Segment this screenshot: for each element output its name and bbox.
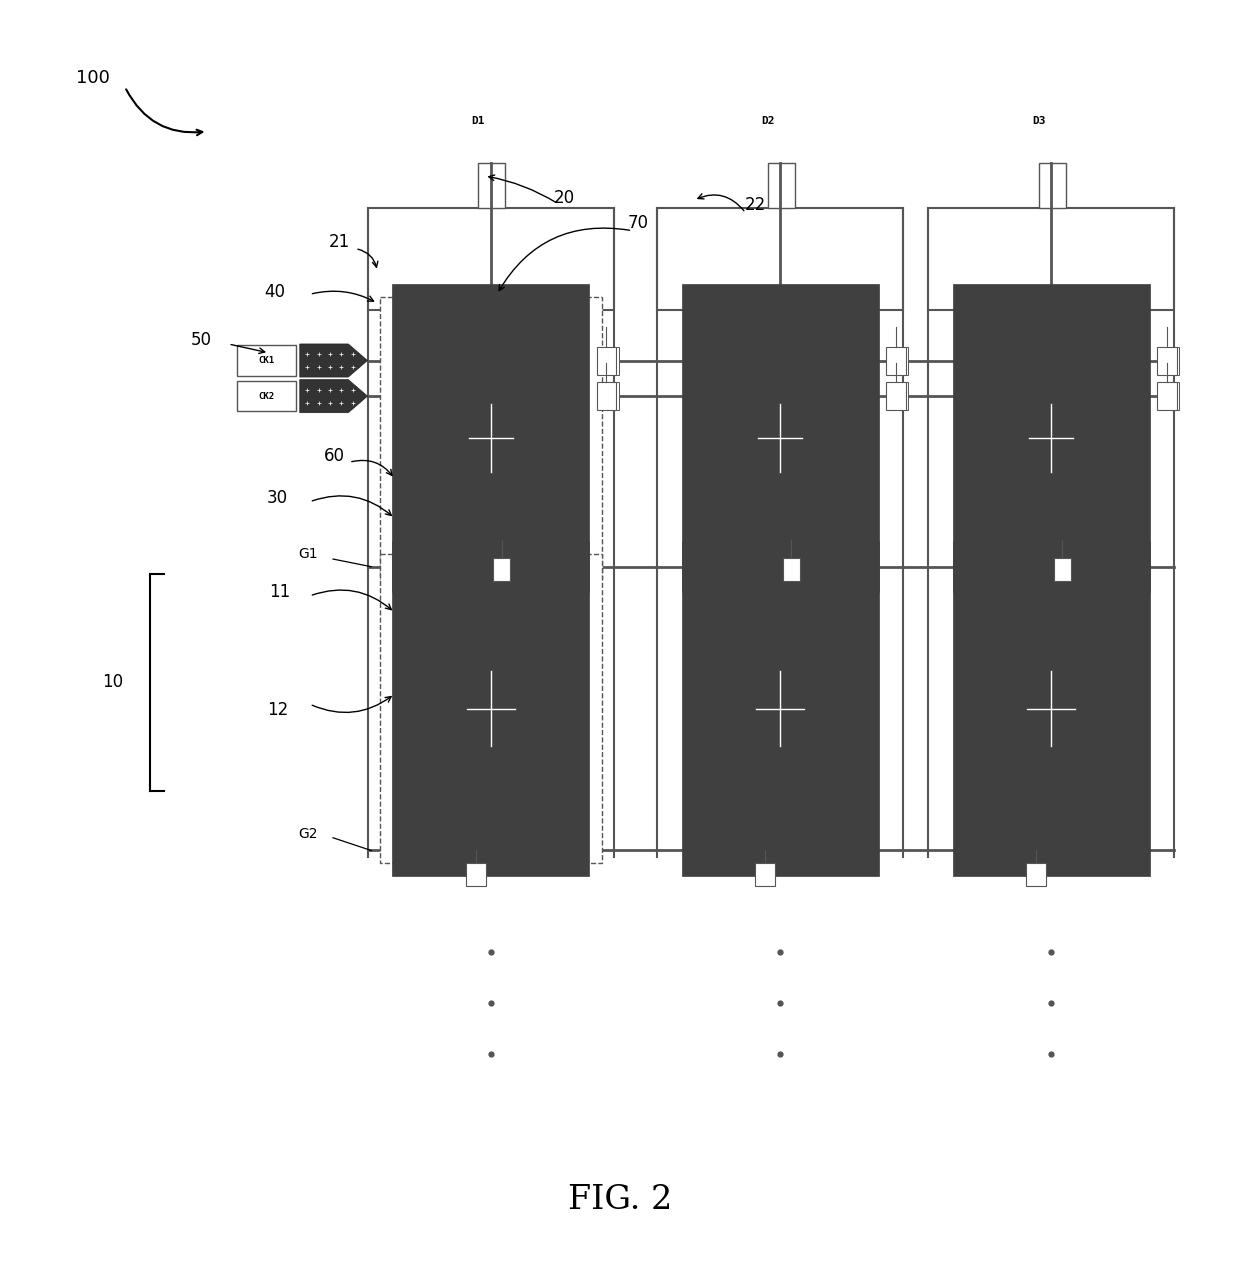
Bar xyxy=(609,382,619,410)
Text: 10: 10 xyxy=(102,674,123,692)
Bar xyxy=(379,553,601,863)
Bar xyxy=(596,382,616,410)
Bar xyxy=(1054,557,1071,580)
Bar xyxy=(898,382,908,410)
Text: 50: 50 xyxy=(191,332,212,350)
Text: 30: 30 xyxy=(267,489,288,507)
Bar xyxy=(768,163,795,208)
Text: 40: 40 xyxy=(264,283,285,301)
Bar xyxy=(1169,382,1179,410)
Bar xyxy=(682,284,879,592)
Bar xyxy=(392,542,589,876)
Text: 21: 21 xyxy=(329,233,350,251)
Polygon shape xyxy=(300,345,367,377)
Bar xyxy=(494,557,511,580)
Text: 100: 100 xyxy=(76,69,109,87)
Bar xyxy=(755,863,775,886)
Bar xyxy=(1157,347,1177,374)
Bar xyxy=(237,380,296,411)
Bar xyxy=(237,346,296,375)
Text: 60: 60 xyxy=(324,447,345,465)
Bar xyxy=(609,347,619,374)
Bar xyxy=(479,163,506,208)
Bar xyxy=(898,347,908,374)
Text: D1: D1 xyxy=(471,117,485,127)
Bar xyxy=(379,297,601,579)
Text: 11: 11 xyxy=(269,583,290,601)
Text: 12: 12 xyxy=(267,702,288,720)
Bar xyxy=(887,347,905,374)
Bar xyxy=(466,863,486,886)
Bar xyxy=(657,208,903,310)
Bar xyxy=(596,347,616,374)
Bar xyxy=(1039,163,1066,208)
Bar xyxy=(952,284,1149,592)
Bar xyxy=(887,382,905,410)
Bar xyxy=(392,284,589,592)
Bar xyxy=(928,208,1174,310)
Text: CK2: CK2 xyxy=(258,392,274,401)
Polygon shape xyxy=(300,379,367,412)
Text: G1: G1 xyxy=(299,547,319,561)
Text: CK1: CK1 xyxy=(258,356,274,365)
Text: D3: D3 xyxy=(1032,117,1045,127)
Bar xyxy=(367,208,614,310)
Bar xyxy=(1169,347,1179,374)
Bar xyxy=(1027,863,1047,886)
Text: G2: G2 xyxy=(299,828,319,840)
Bar xyxy=(952,542,1149,876)
Text: 20: 20 xyxy=(554,188,575,206)
Bar xyxy=(1157,382,1177,410)
Text: 22: 22 xyxy=(745,196,766,214)
Text: 70: 70 xyxy=(627,214,649,232)
Text: D2: D2 xyxy=(761,117,775,127)
Bar xyxy=(682,542,879,876)
Text: FIG. 2: FIG. 2 xyxy=(568,1185,672,1217)
Bar xyxy=(782,557,800,580)
